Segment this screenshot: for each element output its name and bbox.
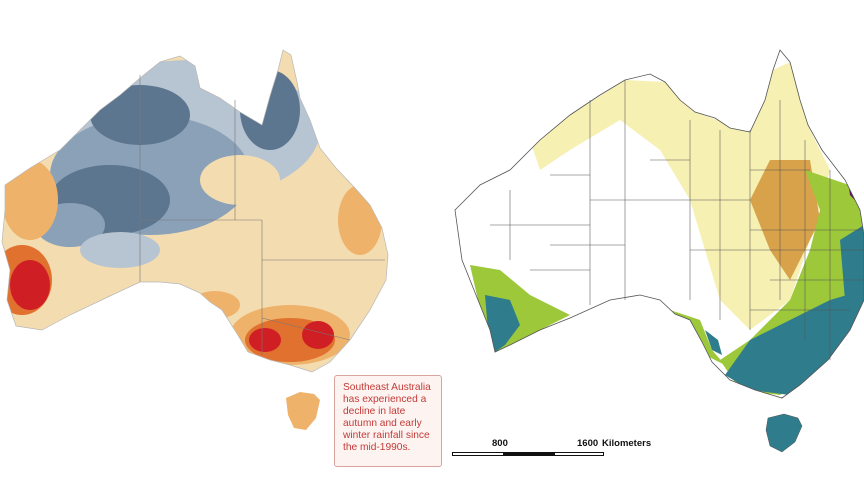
rainfall-trend-map [0,0,400,487]
scale-segment-3 [554,452,604,456]
callout-text: Southeast Australia has experienced a de… [343,382,431,453]
regional-classification-map [450,0,864,487]
rainfall-trend-map-svg [1,49,389,430]
scale-label-800: 800 [492,438,508,449]
scale-segment-1 [452,452,504,456]
tasmania-left [286,392,320,430]
coastline-left [1,49,389,373]
tasmania-right [765,413,803,453]
state-borders-left [139,75,385,355]
scale-units: Kilometers [602,438,652,449]
coastline-right [454,49,864,399]
scale-bar: 800 1600 Kilometers [452,438,662,466]
scale-label-1600: 1600 [577,438,599,449]
scale-segment-2 [504,452,554,456]
region-borders [490,80,864,360]
rainfall-decline-callout: Southeast Australia has experienced a de… [334,375,442,467]
regional-classification-map-svg [454,49,864,453]
region-fill-layers [455,50,864,398]
